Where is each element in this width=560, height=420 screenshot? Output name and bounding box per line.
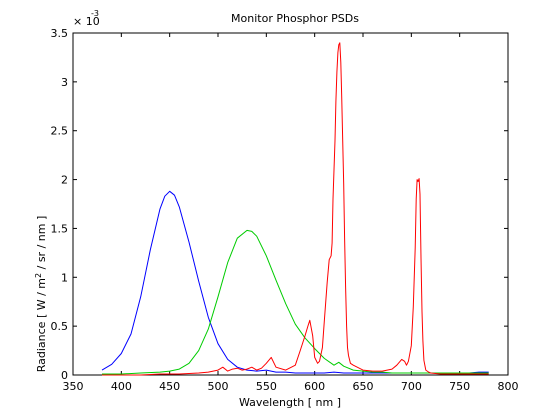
series-lines xyxy=(101,42,489,376)
x-tick-label: 650 xyxy=(353,380,374,393)
x-axis-ticks: 350 400 450 500 550 600 650 700 750 800 xyxy=(63,33,519,393)
y-tick-label: 3 xyxy=(61,76,68,89)
x-axis-label: Wavelength [ nm ] xyxy=(239,396,341,409)
y-exponent-power: -3 xyxy=(91,9,99,18)
y-axis-label: Radiance [ W / m2 / sr / nm ] xyxy=(34,216,48,373)
green-phosphor-line xyxy=(102,229,489,375)
y-tick-label: 2.5 xyxy=(51,125,69,138)
y-tick-label: 0.5 xyxy=(51,320,69,333)
axes-box xyxy=(72,32,509,376)
x-tick-label: 350 xyxy=(63,380,84,393)
y-exponent: × 10 -3 xyxy=(73,9,100,28)
x-tick-label: 700 xyxy=(401,380,422,393)
y-axis-label-main: Radiance [ W / m xyxy=(35,278,48,372)
y-tick-label: 2 xyxy=(61,174,68,187)
red-phosphor-line xyxy=(102,42,489,376)
y-axis-ticks: 0 0.5 1 1.5 2 2.5 3 3.5 xyxy=(51,27,508,382)
y-tick-label: 0 xyxy=(61,369,68,382)
x-tick-label: 500 xyxy=(208,380,229,393)
x-tick-label: 450 xyxy=(159,380,180,393)
y-tick-label: 1 xyxy=(61,271,68,284)
y-tick-label: 1.5 xyxy=(51,222,69,235)
y-axis-label-superscript: 2 xyxy=(34,273,43,278)
x-tick-label: 800 xyxy=(498,380,519,393)
y-axis-label-tail: / sr / nm ] xyxy=(35,216,48,273)
y-tick-label: 3.5 xyxy=(51,27,69,40)
plot-area: 350 400 450 500 550 600 650 700 750 800 0 0.5 1 1.5 2… xyxy=(51,27,519,393)
chart-title: Monitor Phosphor PSDs xyxy=(231,12,359,25)
x-tick-label: 600 xyxy=(304,380,325,393)
x-tick-label: 550 xyxy=(256,380,277,393)
x-tick-label: 750 xyxy=(449,380,470,393)
y-exponent-base: × 10 xyxy=(73,15,100,28)
x-tick-label: 400 xyxy=(111,380,132,393)
